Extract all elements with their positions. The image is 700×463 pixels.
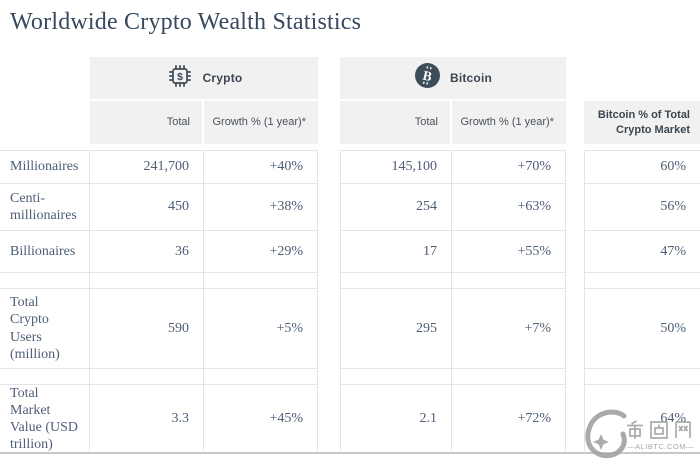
spacer — [318, 101, 340, 144]
bitcoin-share-value: 60% — [584, 150, 700, 183]
svg-text:B: B — [421, 68, 433, 85]
crypto-growth-value: +38% — [204, 183, 318, 230]
table-row: Total Crypto Users (million) 590 +5% 295… — [0, 288, 700, 368]
bitcoin-share-value: 47% — [584, 230, 700, 272]
column-header-row: Total Growth % (1 year)* Total Growth % … — [0, 101, 700, 144]
crypto-growth-value: +29% — [204, 230, 318, 272]
bitcoin-growth-value: +55% — [452, 230, 566, 272]
bitcoin-icon: B — [414, 62, 441, 94]
row-label: Millionaires — [0, 150, 90, 183]
crypto-growth-value: +5% — [204, 288, 318, 368]
crypto-growth-value: +40% — [204, 150, 318, 183]
crypto-group-header: $ Crypto — [90, 57, 318, 99]
table-bottom-rule — [0, 452, 700, 454]
group-header-row: $ Crypto B Bitcoin — [0, 57, 700, 99]
bitcoin-share-value: 56% — [584, 183, 700, 230]
spacer-row — [0, 272, 700, 288]
row-label: Centi- millionaires — [0, 183, 90, 230]
bitcoin-total-value: 254 — [340, 183, 452, 230]
bitcoin-total-value: 17 — [340, 230, 452, 272]
crypto-group-label: Crypto — [202, 71, 243, 85]
spacer-row — [0, 368, 700, 384]
chip-dollar-icon: $ — [166, 62, 194, 95]
spacer — [0, 101, 90, 144]
page-title: Worldwide Crypto Wealth Statistics — [10, 9, 362, 35]
watermark-url: —ALIBTC.COM— — [627, 442, 694, 451]
table-row: Centi- millionaires 450 +38% 254 +63% 56… — [0, 183, 700, 230]
column-gap — [566, 150, 584, 183]
table-row: Billionaires 36 +29% 17 +55% 47% — [0, 230, 700, 272]
column-gap — [566, 230, 584, 272]
column-gap — [318, 150, 340, 183]
table-row: Millionaires 241,700 +40% 145,100 +70% 6… — [0, 150, 700, 183]
svg-text:$: $ — [177, 71, 183, 83]
bitcoin-group-label: Bitcoin — [449, 71, 493, 85]
watermark-text: —ALIBTC.COM— — [624, 419, 694, 451]
bitcoin-total-header: Total — [340, 101, 452, 144]
bitcoin-total-value: 145,100 — [340, 150, 452, 183]
crypto-total-value: 36 — [90, 230, 204, 272]
crypto-total-value: 590 — [90, 288, 204, 368]
bitcoin-group-header: B Bitcoin — [340, 57, 566, 99]
column-gap — [318, 384, 340, 453]
bitcoin-growth-value: +7% — [452, 288, 566, 368]
watermark: —ALIBTC.COM— — [580, 407, 698, 463]
bitcoin-growth-value: +72% — [452, 384, 566, 454]
watermark-cjk-glyphs — [624, 419, 694, 441]
row-label: Total Crypto Users (million) — [0, 288, 90, 368]
crypto-total-value: 3.3 — [90, 384, 204, 454]
bitcoin-share-value: 50% — [584, 288, 700, 368]
row-label: Total Market Value (USD trillion) — [0, 384, 90, 454]
column-gap — [318, 183, 340, 230]
column-gap — [318, 230, 340, 272]
table-row: Total Market Value (USD trillion) 3.3 +4… — [0, 384, 700, 454]
crypto-growth-value: +45% — [204, 384, 318, 454]
crypto-total-header: Total — [90, 101, 204, 144]
bitcoin-share-header: Bitcoin % of Total Crypto Market — [584, 101, 700, 144]
column-gap — [566, 288, 584, 368]
bitcoin-total-value: 2.1 — [340, 384, 452, 454]
watermark-logo-icon — [580, 407, 630, 463]
crypto-total-value: 450 — [90, 183, 204, 230]
bitcoin-growth-value: +70% — [452, 150, 566, 183]
row-label: Billionaires — [0, 230, 90, 272]
crypto-growth-header: Growth % (1 year)* — [204, 101, 318, 144]
column-gap — [566, 183, 584, 230]
column-gap — [318, 288, 340, 368]
spacer — [566, 101, 584, 144]
bitcoin-growth-value: +63% — [452, 183, 566, 230]
bitcoin-growth-header: Growth % (1 year)* — [452, 101, 566, 144]
bitcoin-total-value: 295 — [340, 288, 452, 368]
crypto-total-value: 241,700 — [90, 150, 204, 183]
